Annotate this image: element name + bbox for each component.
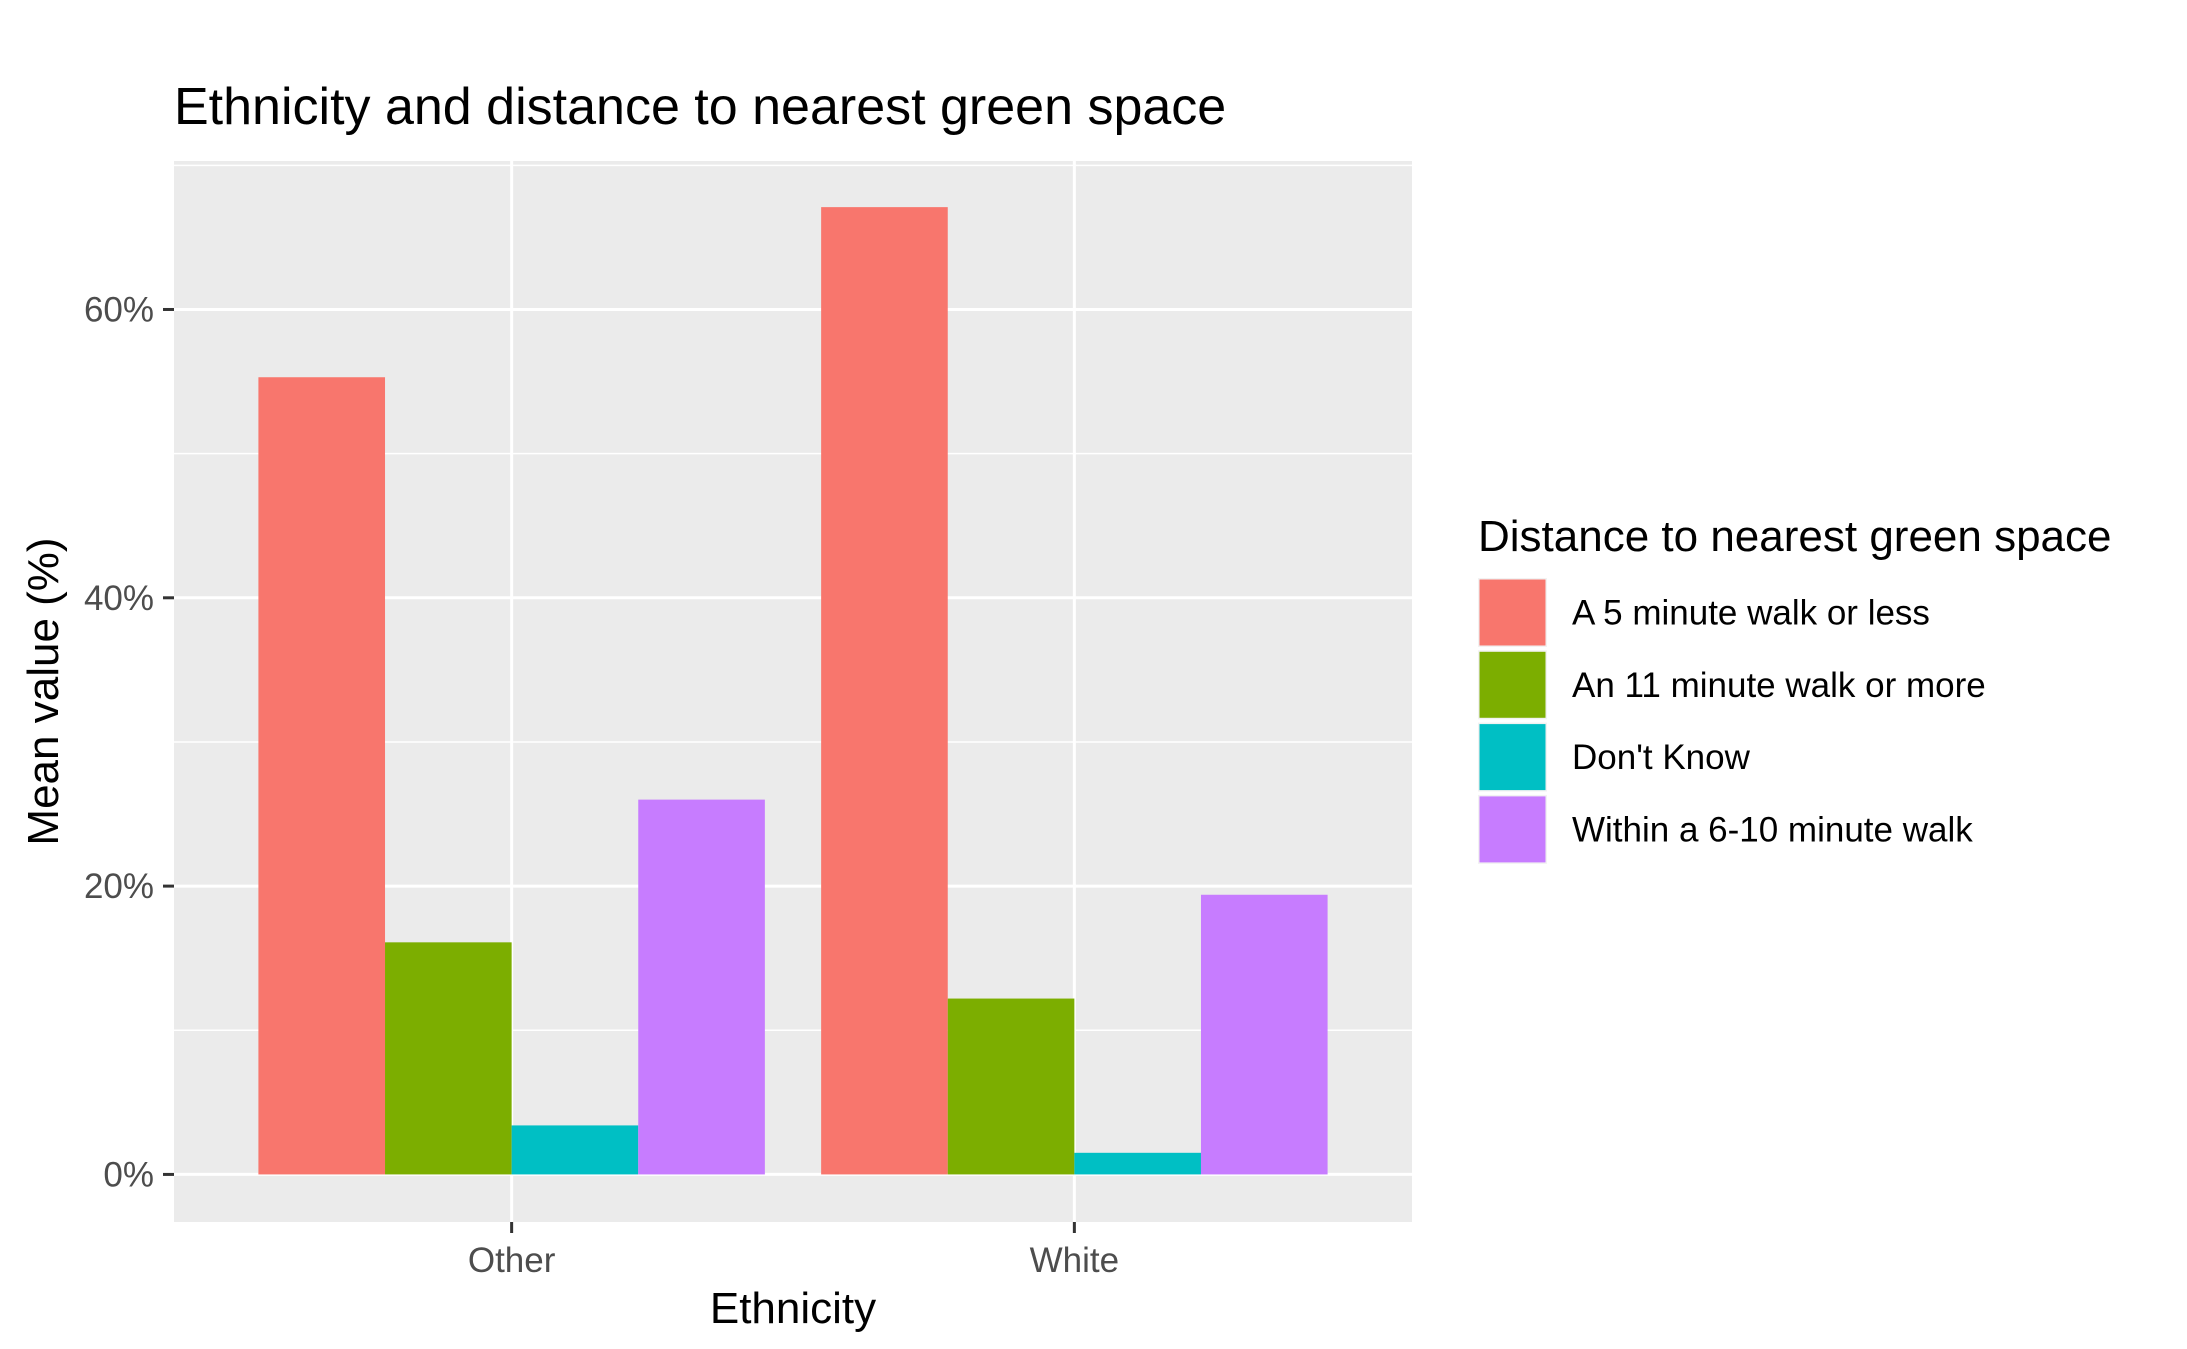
y-tick-label: 20% [84, 867, 154, 906]
x-axis: Other White [468, 1222, 1119, 1280]
bar [1200, 894, 1328, 1175]
x-tick-label: Other [468, 1241, 556, 1280]
bar [258, 377, 386, 1175]
x-axis-title: Ethnicity [710, 1284, 876, 1333]
bar [511, 1125, 639, 1175]
y-axis: 0% 20% 40% 60% [84, 290, 174, 1194]
legend-label: An 11 minute walk or more [1572, 666, 1986, 705]
bar [638, 799, 765, 1175]
legend-swatch [1479, 651, 1546, 718]
legend-swatch [1479, 724, 1546, 791]
legend-items: A 5 minute walk or less An 11 minute walk… [1478, 578, 1986, 864]
legend-swatch [1479, 579, 1546, 646]
y-tick-label: 40% [84, 579, 154, 618]
legend-label: Don't Know [1572, 738, 1751, 777]
bar [947, 998, 1075, 1175]
y-tick-label: 60% [84, 290, 154, 329]
chart-title: Ethnicity and distance to nearest green … [174, 78, 1226, 136]
bars [258, 207, 1328, 1175]
legend-label: Within a 6-10 minute walk [1572, 810, 1973, 849]
x-tick-label: White [1030, 1241, 1119, 1280]
bar [385, 942, 512, 1175]
y-axis-title: Mean value (%) [19, 537, 68, 845]
bar [1074, 1152, 1201, 1175]
legend-swatch [1479, 796, 1546, 863]
legend-label: A 5 minute walk or less [1572, 594, 1930, 633]
bar [821, 207, 948, 1175]
legend-title: Distance to nearest green space [1478, 512, 2112, 561]
y-tick-label: 0% [103, 1155, 154, 1194]
legend: Distance to nearest green space A 5 minu… [1478, 512, 2112, 864]
